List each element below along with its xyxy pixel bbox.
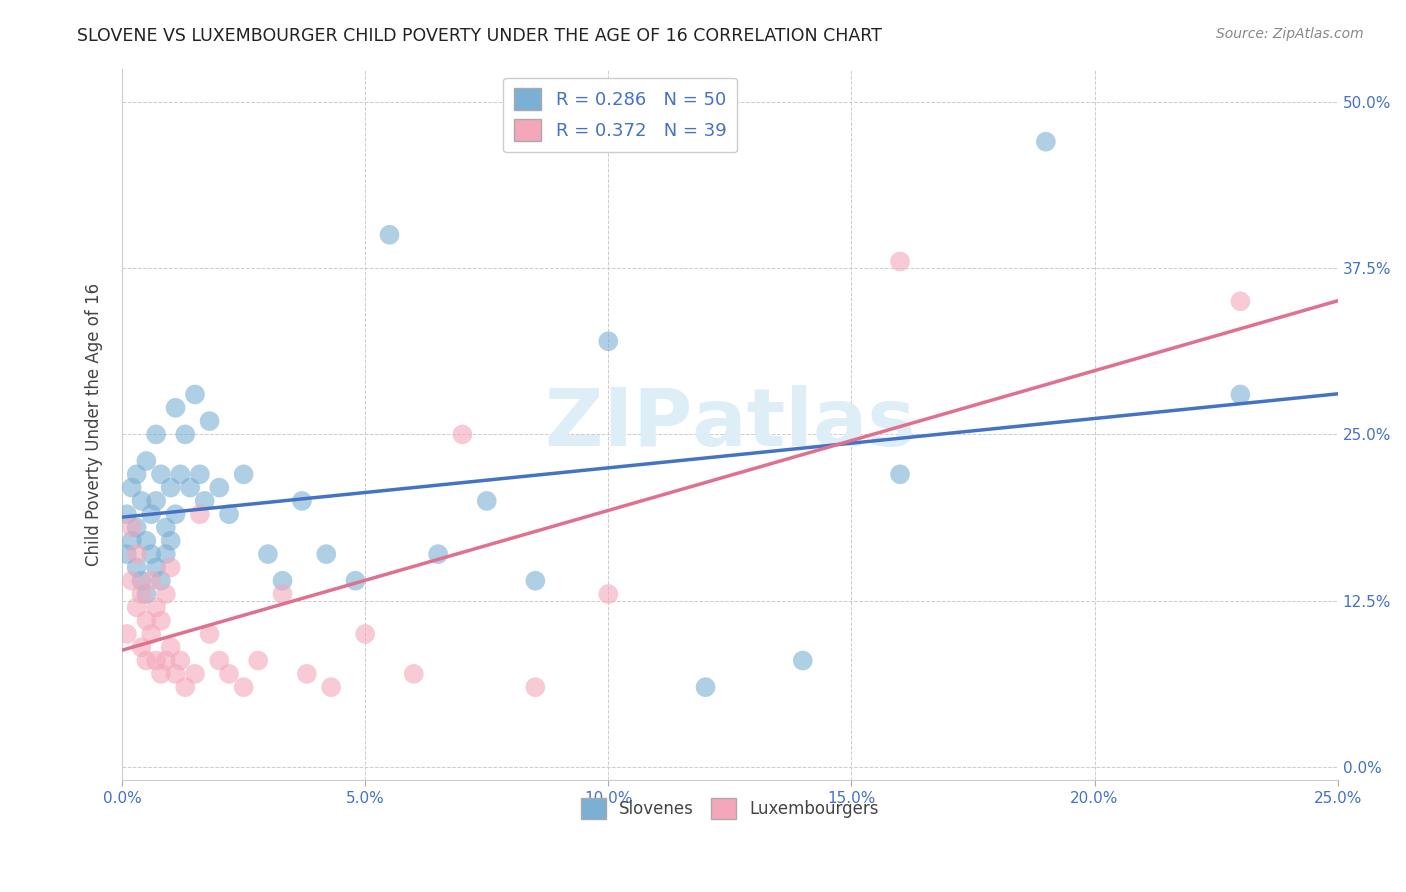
Point	[159, 560, 181, 574]
Point	[524, 680, 547, 694]
Point	[208, 654, 231, 668]
Point	[115, 547, 138, 561]
Point	[184, 387, 207, 401]
Point	[198, 627, 221, 641]
Point	[125, 560, 148, 574]
Point	[125, 467, 148, 482]
Point	[145, 560, 167, 574]
Point	[524, 574, 547, 588]
Text: SLOVENE VS LUXEMBOURGER CHILD POVERTY UNDER THE AGE OF 16 CORRELATION CHART: SLOVENE VS LUXEMBOURGER CHILD POVERTY UN…	[77, 27, 882, 45]
Point	[165, 401, 187, 415]
Point	[155, 654, 177, 668]
Point	[321, 680, 343, 694]
Point	[145, 427, 167, 442]
Point	[165, 666, 187, 681]
Point	[188, 507, 211, 521]
Point	[141, 627, 163, 641]
Point	[402, 666, 425, 681]
Point	[145, 494, 167, 508]
Point	[125, 547, 148, 561]
Point	[165, 507, 187, 521]
Point	[247, 654, 270, 668]
Point	[121, 481, 143, 495]
Point	[159, 640, 181, 655]
Point	[131, 587, 153, 601]
Point	[135, 614, 157, 628]
Point	[121, 533, 143, 548]
Point	[155, 587, 177, 601]
Text: Source: ZipAtlas.com: Source: ZipAtlas.com	[1216, 27, 1364, 41]
Point	[475, 494, 498, 508]
Point	[451, 427, 474, 442]
Point	[378, 227, 401, 242]
Text: ZIP​atlas: ZIP​atlas	[544, 385, 915, 464]
Point	[115, 507, 138, 521]
Point	[1035, 135, 1057, 149]
Point	[155, 520, 177, 534]
Point	[188, 467, 211, 482]
Point	[271, 574, 294, 588]
Point	[174, 680, 197, 694]
Point	[218, 666, 240, 681]
Point	[174, 427, 197, 442]
Point	[889, 254, 911, 268]
Point	[145, 654, 167, 668]
Point	[141, 507, 163, 521]
Point	[155, 547, 177, 561]
Point	[427, 547, 450, 561]
Point	[271, 587, 294, 601]
Point	[354, 627, 377, 641]
Point	[149, 574, 172, 588]
Point	[232, 680, 254, 694]
Point	[169, 467, 191, 482]
Point	[208, 481, 231, 495]
Point	[1229, 387, 1251, 401]
Point	[179, 481, 201, 495]
Point	[184, 666, 207, 681]
Point	[159, 481, 181, 495]
Point	[125, 600, 148, 615]
Point	[218, 507, 240, 521]
Point	[194, 494, 217, 508]
Point	[291, 494, 314, 508]
Point	[1229, 294, 1251, 309]
Point	[198, 414, 221, 428]
Point	[315, 547, 337, 561]
Point	[135, 587, 157, 601]
Point	[598, 334, 620, 349]
Point	[135, 533, 157, 548]
Point	[121, 520, 143, 534]
Point	[295, 666, 318, 681]
Point	[131, 640, 153, 655]
Point	[125, 520, 148, 534]
Point	[257, 547, 280, 561]
Point	[145, 600, 167, 615]
Y-axis label: Child Poverty Under the Age of 16: Child Poverty Under the Age of 16	[86, 283, 103, 566]
Point	[131, 574, 153, 588]
Point	[169, 654, 191, 668]
Point	[598, 587, 620, 601]
Point	[135, 454, 157, 468]
Point	[792, 654, 814, 668]
Point	[695, 680, 717, 694]
Point	[131, 494, 153, 508]
Point	[149, 666, 172, 681]
Point	[344, 574, 367, 588]
Point	[889, 467, 911, 482]
Point	[121, 574, 143, 588]
Legend: Slovenes, Luxembourgers: Slovenes, Luxembourgers	[574, 792, 886, 825]
Point	[149, 614, 172, 628]
Point	[115, 627, 138, 641]
Point	[232, 467, 254, 482]
Point	[135, 654, 157, 668]
Point	[149, 467, 172, 482]
Point	[159, 533, 181, 548]
Point	[141, 547, 163, 561]
Point	[141, 574, 163, 588]
